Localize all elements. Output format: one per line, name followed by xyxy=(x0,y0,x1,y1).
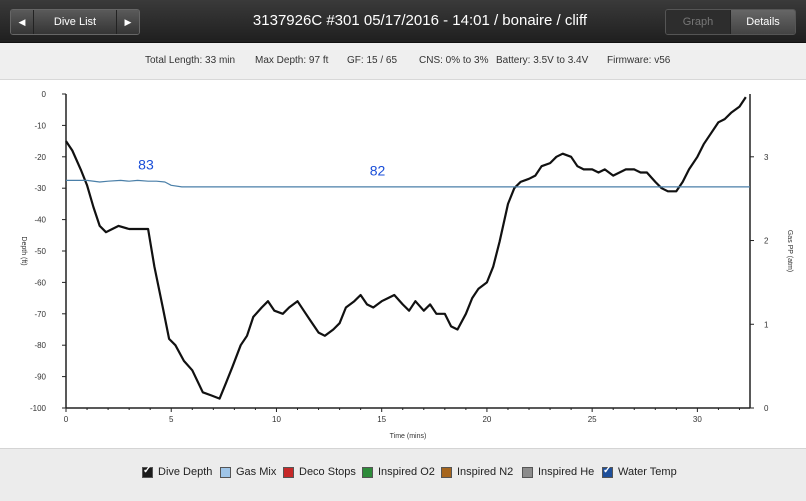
y-tick-label-left: 0 xyxy=(42,90,47,99)
y-tick-label-left: -10 xyxy=(34,121,46,130)
legend-label: Deco Stops xyxy=(299,466,356,478)
legend-inspired-n2[interactable]: Inspired N2 xyxy=(441,465,513,479)
dive-title: 3137926C #301 05/17/2016 - 14:01 / bonai… xyxy=(252,12,588,29)
next-dive-button[interactable]: ▶ xyxy=(117,10,139,34)
legend-label: Inspired He xyxy=(538,466,595,478)
previous-dive-button[interactable]: ◀ xyxy=(11,10,34,34)
chevron-right-icon: ▶ xyxy=(124,16,132,27)
gradient-factors: GF: 15 / 65 xyxy=(347,55,398,66)
checkbox-gas-mix[interactable] xyxy=(220,466,231,478)
dive-nav: ◀ Dive List ▶ xyxy=(10,9,140,35)
firmware: Firmware: v56 xyxy=(607,55,671,66)
y-tick-label-right: 1 xyxy=(764,320,769,329)
y-tick-label-left: -70 xyxy=(34,310,46,319)
legend-label: Inspired N2 xyxy=(457,466,514,478)
legend-label: Dive Depth xyxy=(158,466,213,478)
chevron-left-icon: ◀ xyxy=(18,16,26,27)
x-tick-label: 25 xyxy=(588,415,597,424)
series-water-temp xyxy=(66,179,750,188)
y-tick-label-right: 2 xyxy=(764,237,769,246)
legend-inspired-he[interactable]: Inspired He xyxy=(522,465,594,479)
legend-label: Water Temp xyxy=(618,466,677,478)
x-tick-label: 5 xyxy=(169,415,174,424)
x-tick-label: 15 xyxy=(377,415,386,424)
x-tick-label: 10 xyxy=(272,415,281,424)
x-tick-label: 30 xyxy=(693,415,702,424)
series-dive-depth xyxy=(65,96,747,400)
y-tick-label-right: 3 xyxy=(764,153,769,162)
y-tick-label-right: 0 xyxy=(764,404,769,413)
temp-annotation: 83 xyxy=(138,156,154,172)
legend-inspired-o2[interactable]: Inspired O2 xyxy=(362,465,435,479)
temp-annotation: 82 xyxy=(370,163,386,179)
y-tick-label-left: -40 xyxy=(34,216,46,225)
x-tick-label: 20 xyxy=(482,415,491,424)
y-tick-label-left: -30 xyxy=(34,184,46,193)
battery: Battery: 3.5V to 3.4V xyxy=(496,55,589,66)
y-tick-label-left: -50 xyxy=(34,247,46,256)
checkbox-water-temp[interactable] xyxy=(602,465,613,478)
legend-gas-mix[interactable]: Gas Mix xyxy=(220,465,276,479)
y-axis-label-right: Gas PP (atm) xyxy=(786,230,793,272)
title-bar: ◀ Dive List ▶ 3137926C #301 05/17/2016 -… xyxy=(0,0,806,43)
max-depth: Max Depth: 97 ft xyxy=(255,55,329,66)
chart-marks: 83 82 xyxy=(65,96,750,400)
dive-list-button[interactable]: Dive List xyxy=(34,10,117,34)
legend-label: Gas Mix xyxy=(236,466,277,478)
legend-label: Inspired O2 xyxy=(378,466,435,478)
y-tick-label-left: -60 xyxy=(34,278,46,287)
total-length: Total Length: 33 min xyxy=(145,55,236,66)
checkbox-inspired-he[interactable] xyxy=(522,466,533,478)
checkbox-deco-stops[interactable] xyxy=(283,466,294,478)
graph-legend: Dive Depth Gas Mix Deco Stops Inspired O… xyxy=(0,448,806,501)
y-tick-label-left: -90 xyxy=(34,373,46,382)
y-axis-label-left: Depth (ft) xyxy=(20,236,27,265)
cns: CNS: 0% to 3% xyxy=(419,55,489,66)
checkbox-dive-depth[interactable] xyxy=(142,465,153,478)
y-tick-label-left: -20 xyxy=(34,153,46,162)
tab-details[interactable]: Details xyxy=(730,10,795,34)
checkbox-inspired-o2[interactable] xyxy=(362,466,373,478)
legend-deco-stops[interactable]: Deco Stops xyxy=(283,465,356,479)
y-tick-label-left: -100 xyxy=(30,404,47,413)
dive-profile-chart[interactable]: 0 -10 -20 -30 -40 -50 -60 -70 -80 -90 -100 0 1 2 3 0 5 10… xyxy=(0,80,806,448)
x-axis-label: Time (mins) xyxy=(390,433,427,440)
y-tick-label-left: -80 xyxy=(34,341,46,350)
legend-dive-depth[interactable]: Dive Depth xyxy=(142,465,212,479)
x-tick-label: 0 xyxy=(64,415,69,424)
checkbox-inspired-n2[interactable] xyxy=(441,466,452,478)
legend-water-temp[interactable]: Water Temp xyxy=(602,465,677,479)
dive-summary-bar: Total Length: 33 min Max Depth: 97 ft GF… xyxy=(0,43,806,80)
tab-graph[interactable]: Graph xyxy=(666,10,730,34)
view-tabs: Graph Details xyxy=(665,9,796,35)
